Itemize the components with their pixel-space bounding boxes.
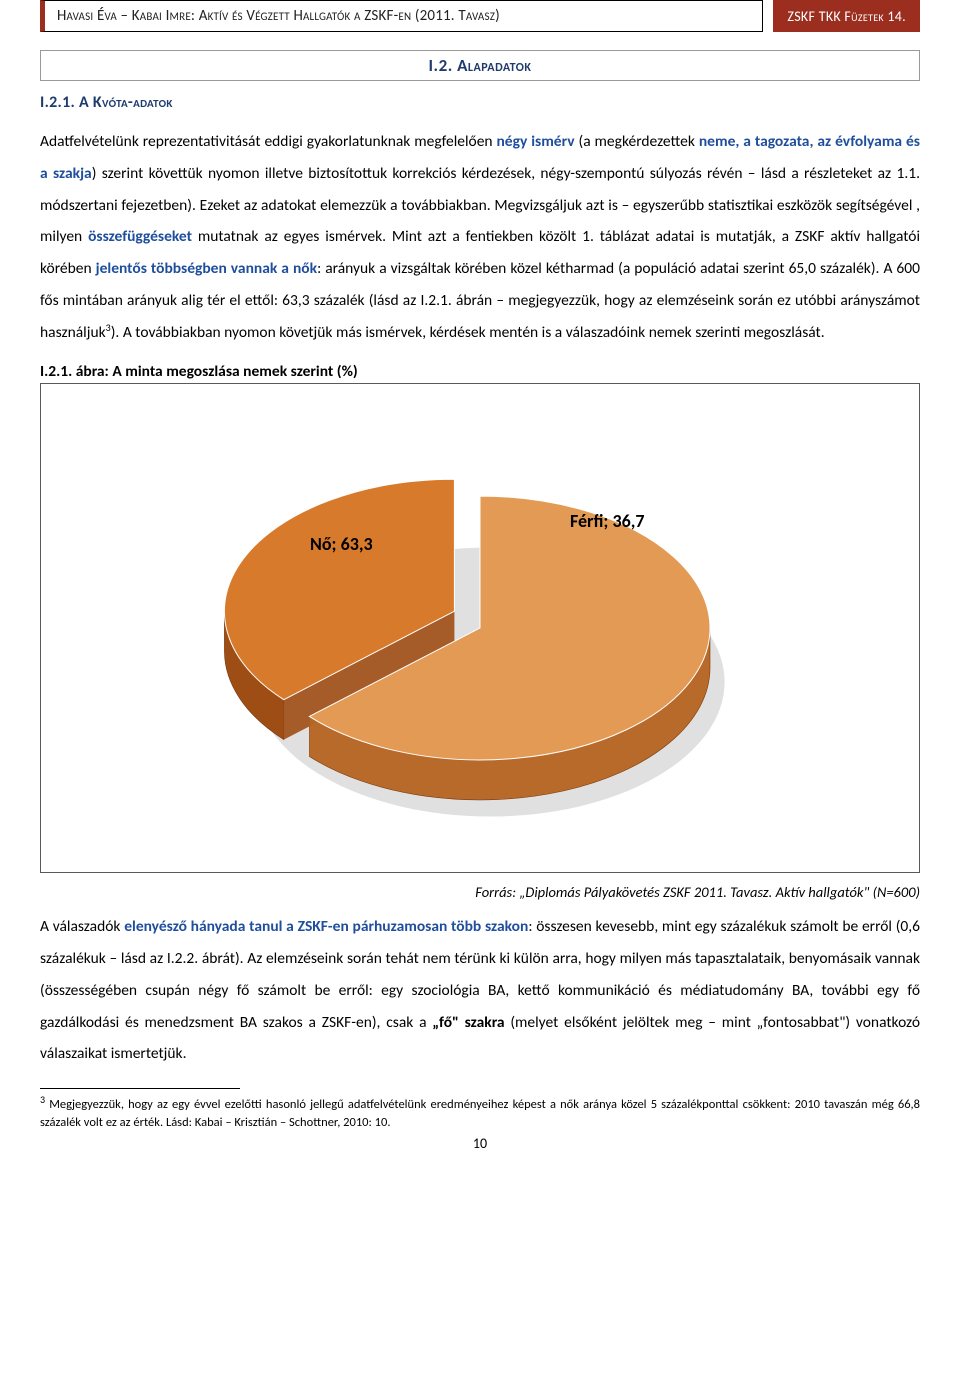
footnote: 3 Megjegyezzük, hogy az egy évvel ezelőt… xyxy=(40,1093,920,1131)
paragraph-2: A válaszadók elenyésző hányada tanul a Z… xyxy=(40,911,920,1070)
pie-label-female: Nő; 63,3 xyxy=(310,533,373,555)
footnote-text: Megjegyezzük, hogy az egy évvel ezelőtti… xyxy=(40,1097,920,1130)
text: (a megkérdezettek xyxy=(575,132,699,151)
pie-label-male: Férfi; 36,7 xyxy=(570,510,644,532)
subsection-title: I.2.1. A Kvóta-adatok xyxy=(40,93,920,112)
text: A válaszadók xyxy=(40,917,124,936)
pie-chart: Nő; 63,3 Férfi; 36,7 xyxy=(200,418,760,838)
section-title: I.2. Alapadatok xyxy=(429,55,532,76)
text: Adatfelvételünk reprezentativitását eddi… xyxy=(40,132,496,151)
page-header: Havasi Éva – Kabai Imre: Aktív és Végzet… xyxy=(40,0,920,32)
pie-chart-svg xyxy=(200,418,760,838)
header-left-title: Havasi Éva – Kabai Imre: Aktív és Végzet… xyxy=(40,0,763,32)
page-number: 10 xyxy=(40,1135,920,1152)
highlight: összefüggéseket xyxy=(88,227,192,246)
pie-chart-container: Nő; 63,3 Férfi; 36,7 xyxy=(40,383,920,873)
section-title-box: I.2. Alapadatok xyxy=(40,50,920,81)
chart-caption: I.2.1. ábra: A minta megoszlása nemek sz… xyxy=(40,362,920,381)
header-right-badge: ZSKF TKK Füzetek 14. xyxy=(773,0,920,32)
bold: „fő" szakra xyxy=(432,1013,504,1032)
paragraph-1: Adatfelvételünk reprezentativitását eddi… xyxy=(40,126,920,348)
text: ). A továbbiakban nyomon követjük más is… xyxy=(111,323,825,342)
footnote-separator xyxy=(40,1088,240,1089)
chart-source: Forrás: „Diplomás Pályakövetés ZSKF 2011… xyxy=(40,883,920,901)
highlight: négy ismérv xyxy=(496,132,574,151)
highlight: jelentős többségben vannak a nők xyxy=(96,259,317,278)
highlight: elenyésző hányada tanul a ZSKF-en párhuz… xyxy=(124,917,528,936)
